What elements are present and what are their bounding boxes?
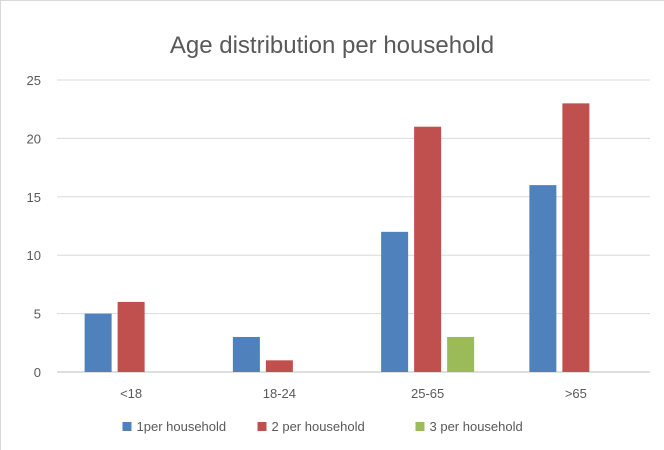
legend-label: 1per household: [137, 419, 227, 434]
x-axis-ticks: <18 18-24 25-65 >65: [120, 386, 587, 401]
bar: [529, 185, 557, 372]
bar: [265, 360, 293, 372]
bar: [381, 231, 409, 372]
x-tick-label: 18-24: [263, 386, 296, 401]
bars: [84, 103, 590, 373]
y-tick-label: 15: [27, 190, 41, 205]
legend-swatch: [122, 422, 132, 431]
bar: [117, 301, 145, 372]
y-tick-label: 25: [27, 73, 41, 88]
gridlines: [57, 79, 650, 373]
x-tick-label: 25-65: [411, 386, 444, 401]
y-tick-label: 10: [27, 248, 41, 263]
bar: [562, 103, 590, 373]
y-tick-label: 0: [34, 365, 41, 380]
y-tick-label: 5: [34, 307, 41, 322]
legend-label: 3 per household: [430, 419, 523, 434]
bar: [414, 126, 442, 372]
bar: [232, 336, 260, 372]
bar: [84, 313, 112, 372]
x-tick-label: >65: [565, 386, 587, 401]
y-tick-label: 20: [27, 131, 41, 146]
legend: 1per household 2 per household 3 per house…: [122, 419, 523, 434]
y-axis-ticks: 0 5 10 15 20 25: [27, 73, 41, 380]
legend-label: 2 per household: [272, 419, 365, 434]
bar: [447, 336, 475, 372]
legend-swatch: [257, 422, 267, 431]
legend-swatch: [415, 422, 425, 431]
x-tick-label: <18: [120, 386, 142, 401]
chart-title: Age distribution per household: [170, 32, 494, 59]
